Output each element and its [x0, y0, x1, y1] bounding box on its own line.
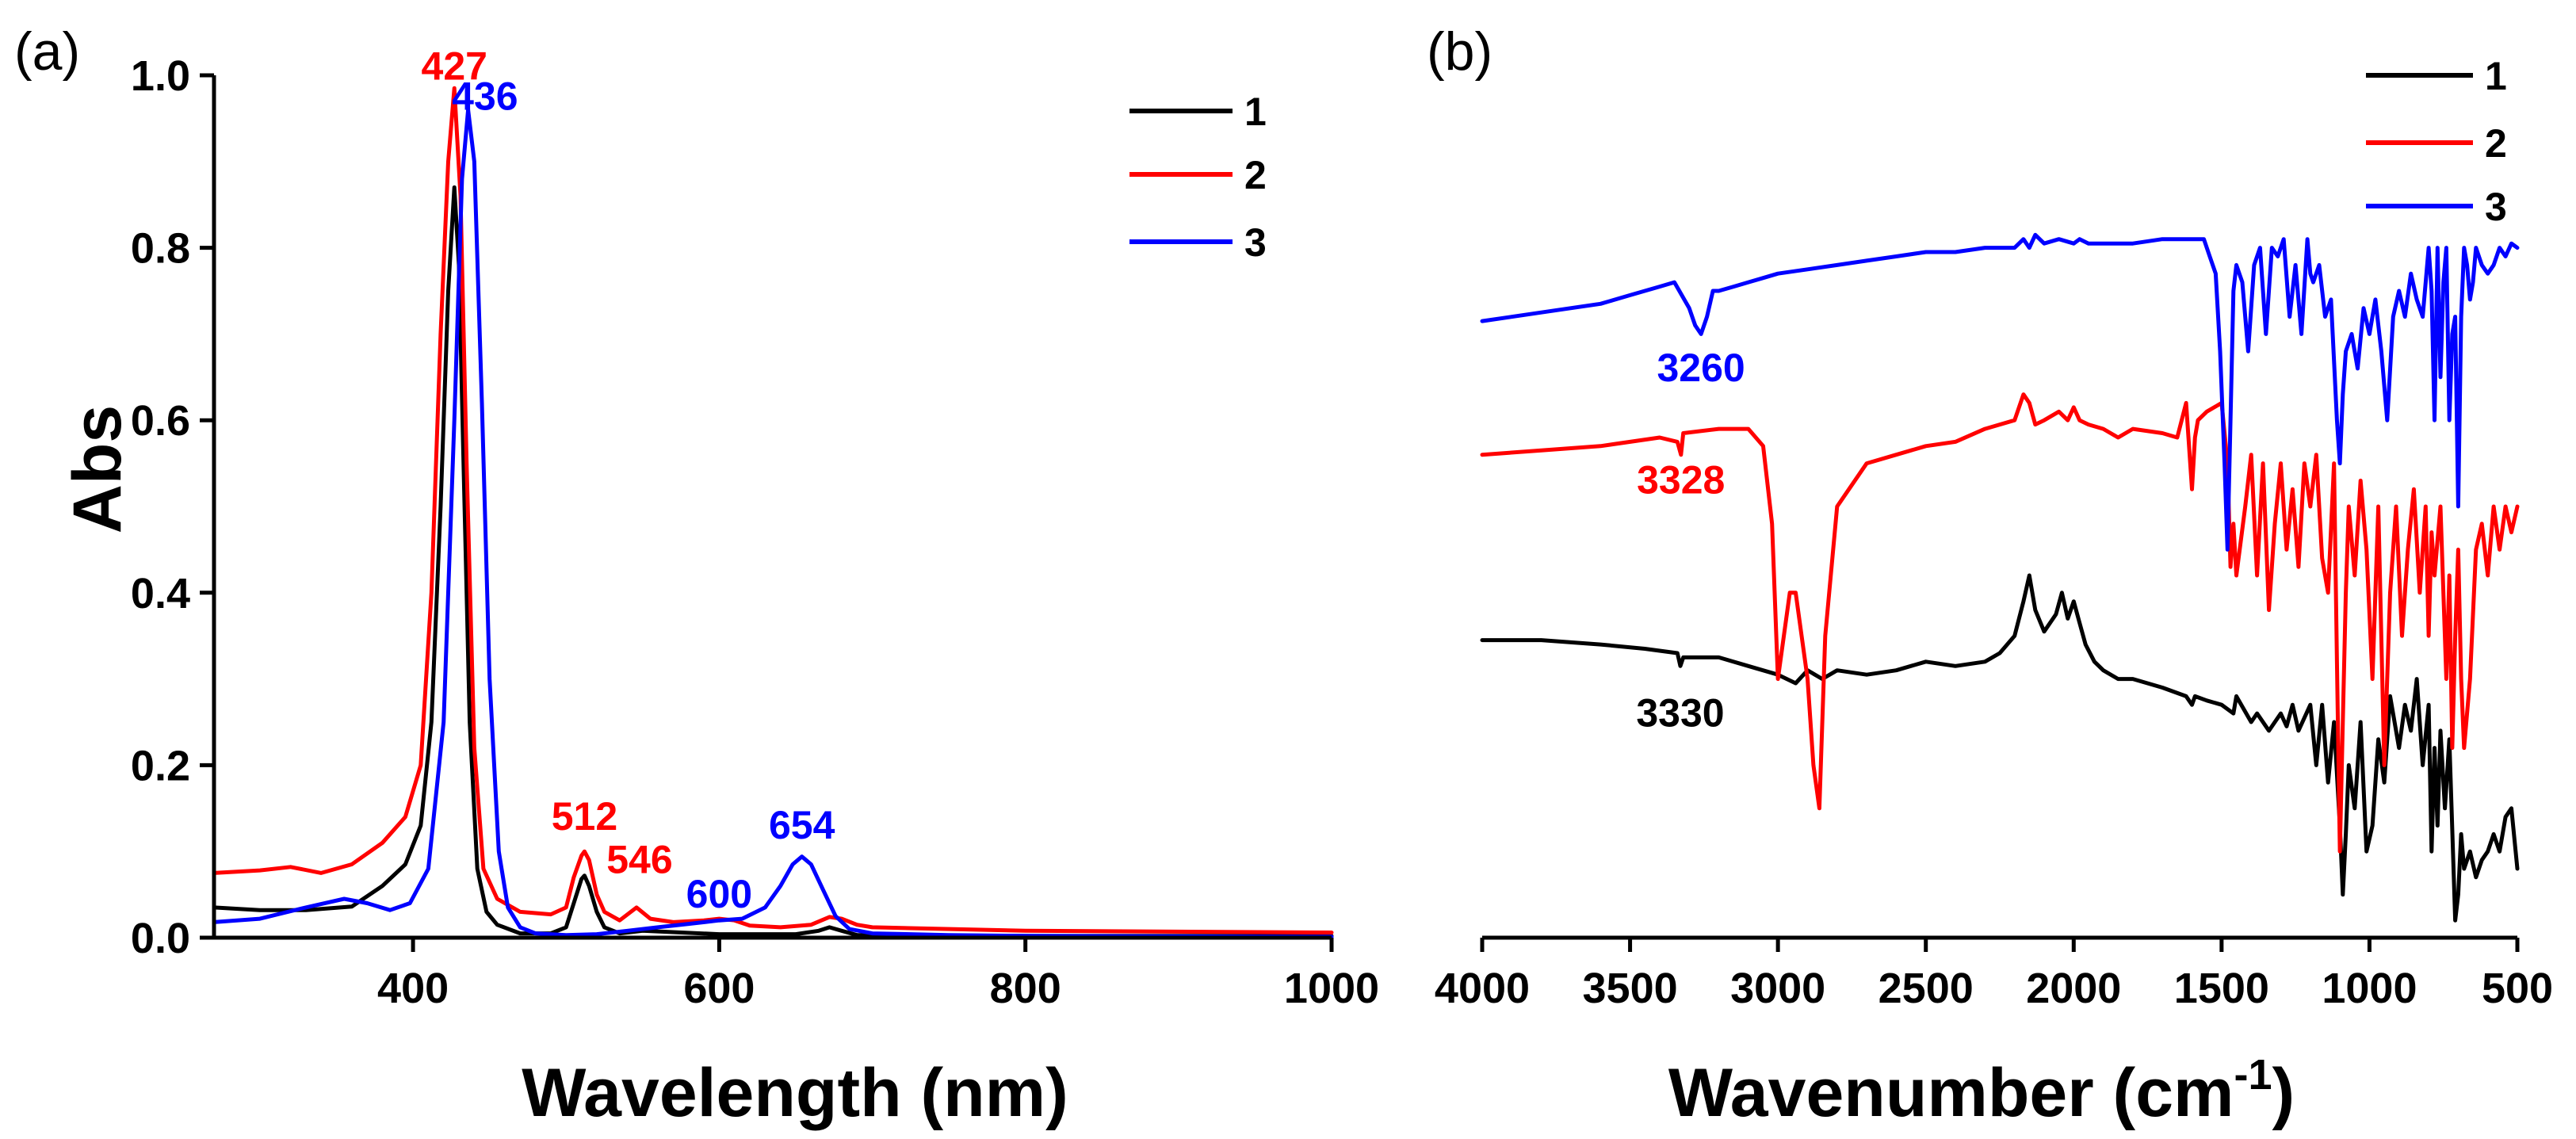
panel-b-legend-entry-3: 3 [2366, 185, 2507, 229]
panel-b-legend-entry-1: 1 [2366, 54, 2507, 98]
panel-b-label: (b) [1427, 21, 1492, 82]
peak-label-3330: 3330 [1636, 690, 1724, 735]
panel-b-legend-entry-2: 2 [2366, 121, 2507, 166]
panel-b-ir-chart: (b) Wavenumber (cm-1) 4000 3500 3000 2500 20… [1427, 21, 2553, 1131]
y-tick-label: 0.0 [131, 915, 190, 962]
legend-label: 2 [2485, 121, 2507, 166]
legend-label: 3 [2485, 185, 2507, 229]
panel-a-x-axis-title: Wavelength (nm) [522, 1055, 1068, 1131]
y-tick-label: 1.0 [131, 52, 190, 100]
panel-b-legend: 1 2 3 [2366, 54, 2507, 229]
panel-a-series-line-2 [212, 86, 1334, 935]
legend-label: 3 [1244, 220, 1267, 265]
peak-label-3260: 3260 [1657, 346, 1745, 390]
panel-a-legend-entry-2: 2 [1129, 153, 1267, 197]
peak-label-436: 436 [452, 75, 518, 119]
y-tick-label: 0.6 [131, 397, 190, 445]
panel-b-x-axis-title: Wavenumber (cm-1) [1668, 1051, 2295, 1131]
x-tick-label: 1000 [2322, 965, 2417, 1012]
legend-label: 1 [2485, 54, 2507, 98]
x-tick-label: 800 [990, 965, 1061, 1012]
peak-label-654: 654 [769, 803, 835, 847]
x-axis-title-main: Wavenumber (cm [1668, 1055, 2234, 1131]
legend-label: 2 [1244, 153, 1267, 197]
panel-a-legend-entry-1: 1 [1129, 90, 1267, 134]
x-axis-title-close: ) [2272, 1055, 2295, 1131]
x-tick-label: 400 [377, 965, 449, 1012]
y-tick-label: 0.4 [131, 570, 190, 617]
x-tick-label: 3000 [1730, 965, 1825, 1012]
y-tick-label: 0.8 [131, 225, 190, 273]
panel-a-legend-entry-3: 3 [1129, 220, 1267, 265]
x-tick-label: 500 [2482, 965, 2553, 1012]
x-axis-title-superscript: -1 [2234, 1051, 2272, 1099]
x-tick-label: 4000 [1435, 965, 1530, 1012]
x-tick-label: 2000 [2026, 965, 2121, 1012]
panel-a-series-group [212, 86, 1334, 939]
panel-b-series-line-2 [1480, 392, 2520, 854]
peak-label-427: 427 [422, 44, 487, 88]
legend-label: 1 [1244, 90, 1267, 134]
x-tick-label: 2500 [1878, 965, 1974, 1012]
panel-b-peak-labels: 3260 3328 3330 [1636, 346, 1745, 735]
x-tick-label: 1000 [1284, 965, 1379, 1012]
panel-b-series-line-3 [1480, 232, 2520, 552]
y-tick-label: 0.2 [131, 742, 190, 789]
peak-label-546: 546 [606, 837, 672, 881]
panel-b-series-line-1 [1480, 573, 2520, 923]
panel-a-absorption-chart: (a) Abs Wavelength (nm) 400 600 800 1000 0.0… [14, 21, 1379, 1131]
x-tick-label: 1500 [2174, 965, 2269, 1012]
panel-a-label: (a) [14, 21, 80, 82]
panel-b-ticks-group: 4000 3500 3000 2500 2000 1500 1000 500 [1435, 938, 2553, 1012]
peak-label-3328: 3328 [1637, 458, 1725, 503]
peak-label-512: 512 [552, 794, 617, 839]
x-tick-label: 3500 [1583, 965, 1678, 1012]
panel-b-series-group [1480, 232, 2520, 923]
x-tick-label: 600 [683, 965, 755, 1012]
panel-a-series-line-3 [212, 108, 1334, 939]
peak-label-600: 600 [686, 872, 752, 916]
panel-a-y-axis-title: Abs [59, 405, 136, 533]
panel-a-ticks-group: 400 600 800 1000 0.0 0.2 0.4 0.6 0.8 1.0 [131, 52, 1379, 1012]
panel-a-legend: 1 2 3 [1129, 90, 1267, 265]
